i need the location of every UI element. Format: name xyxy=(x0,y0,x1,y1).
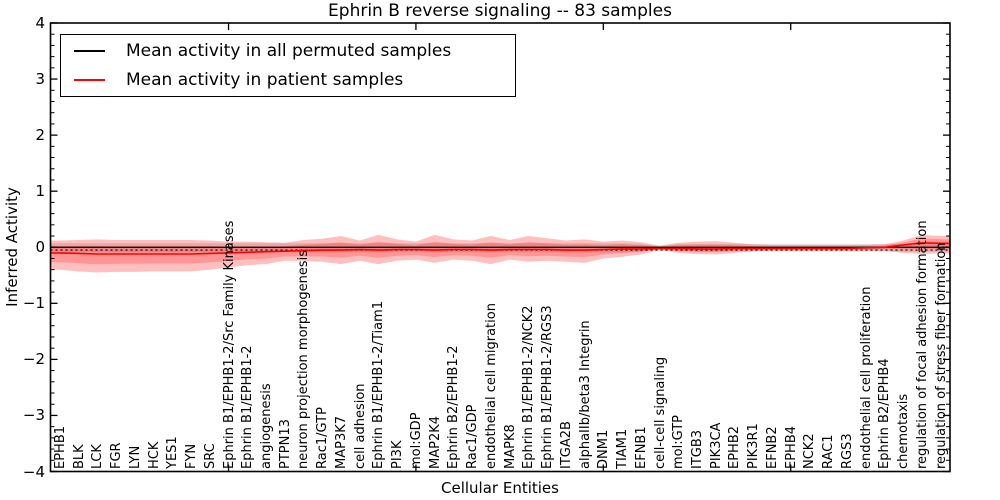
chart-title: Ephrin B reverse signaling -- 83 samples xyxy=(328,1,672,21)
y-tick-label: 1 xyxy=(35,182,45,201)
entity-label: mol:GDP xyxy=(408,412,424,469)
entity-label: regulation of stress fiber formation xyxy=(933,242,949,469)
entity-label: MAPK8 xyxy=(502,424,518,469)
entity-label: endothelial cell proliferation xyxy=(858,286,874,470)
entity-label: cell-cell signaling xyxy=(652,356,668,469)
entity-label: Ephrin B1/EPHB1-2/NCK2 xyxy=(521,305,537,469)
entity-label: Rac1/GDP xyxy=(465,404,481,469)
entity-label: ITGA2B xyxy=(558,421,574,469)
entity-label: regulation of focal adhesion formation xyxy=(914,220,930,469)
entity-label: EPHB4 xyxy=(783,425,799,469)
entity-label: alphaIIb/beta3 Integrin xyxy=(577,320,593,469)
y-tick-label: −1 xyxy=(22,294,45,313)
entity-label: EFNB2 xyxy=(764,426,780,469)
y-tick-label: 4 xyxy=(35,14,45,32)
y-tick-label: 0 xyxy=(35,238,45,257)
entity-label: TIAM1 xyxy=(615,428,631,469)
entity-label: DNM1 xyxy=(596,429,612,469)
y-tick-label: −2 xyxy=(22,350,45,369)
patient-band-outer xyxy=(50,234,950,273)
y-tick-label: −4 xyxy=(22,462,45,481)
entity-label: EFNB1 xyxy=(633,426,649,469)
legend: Mean activity in all permuted samples Mea… xyxy=(60,34,516,97)
entity-label: HCK xyxy=(146,441,162,469)
y-tick-label: −3 xyxy=(22,406,45,425)
entity-label: Ephrin B2/EPHB4 xyxy=(877,358,893,469)
legend-rows: Mean activity in all permuted samples Mea… xyxy=(74,37,515,95)
entity-label: cell adhesion xyxy=(352,383,368,469)
entity-label: ITGB3 xyxy=(690,429,706,469)
entity-label: FYN xyxy=(184,443,200,469)
entity-label: MAP3K7 xyxy=(333,415,349,469)
entity-label: PI3K xyxy=(390,440,406,469)
entity-label: LYN xyxy=(127,445,143,469)
legend-item-label: Mean activity in all permuted samples xyxy=(126,41,452,61)
y-tick-label: 3 xyxy=(35,70,45,89)
entity-label: mol:GTP xyxy=(671,415,687,469)
legend-item: Mean activity in all permuted samples xyxy=(74,37,515,66)
entity-label: PIK3CA xyxy=(708,422,724,469)
entity-label: FGR xyxy=(109,442,125,469)
legend-line-sample xyxy=(74,79,105,81)
x-axis-label: Cellular Entities xyxy=(441,479,559,497)
patient-mean-line xyxy=(50,241,950,255)
legend-item: Mean activity in patient samples xyxy=(74,66,515,95)
entity-label: LCK xyxy=(90,444,106,469)
entity-label: PIK3R1 xyxy=(746,423,762,469)
entity-label: NCK2 xyxy=(802,433,818,469)
legend-item-label: Mean activity in patient samples xyxy=(126,70,404,90)
entity-label: RGS3 xyxy=(839,433,855,469)
entity-label: Ephrin B2/EPHB1-2 xyxy=(446,345,462,469)
entity-label: MAP2K4 xyxy=(427,415,443,469)
entity-label: angiogenesis xyxy=(259,383,274,469)
entity-label: Ephrin B1/EPHB1-2/Src Family Kinases xyxy=(221,220,237,469)
legend-line-sample xyxy=(74,50,105,52)
entity-label: BLK xyxy=(71,444,87,469)
entity-label: EPHB2 xyxy=(727,425,743,469)
entity-label: YES1 xyxy=(165,436,181,469)
entity-label: Ephrin B1/EPHB1-2/Tiam1 xyxy=(371,300,387,469)
entity-label: Ephrin B1/EPHB1-2 xyxy=(240,345,256,469)
entity-label: PTPN13 xyxy=(277,419,293,469)
entity-label: SRC xyxy=(202,443,218,469)
entity-label: EPHB1 xyxy=(52,425,68,469)
entity-label: neuron projection morphogenesis xyxy=(296,250,312,469)
entity-label: RAC1 xyxy=(821,434,837,469)
entity-label: Rac1/GTP xyxy=(315,407,331,469)
entity-label: chemotaxis xyxy=(896,393,912,469)
y-tick-label: 2 xyxy=(35,126,45,145)
entity-label: Ephrin B1/EPHB1-2/RGS3 xyxy=(540,305,556,469)
patient-band-inner xyxy=(50,238,950,265)
entity-label: endothelial cell migration xyxy=(483,303,499,469)
